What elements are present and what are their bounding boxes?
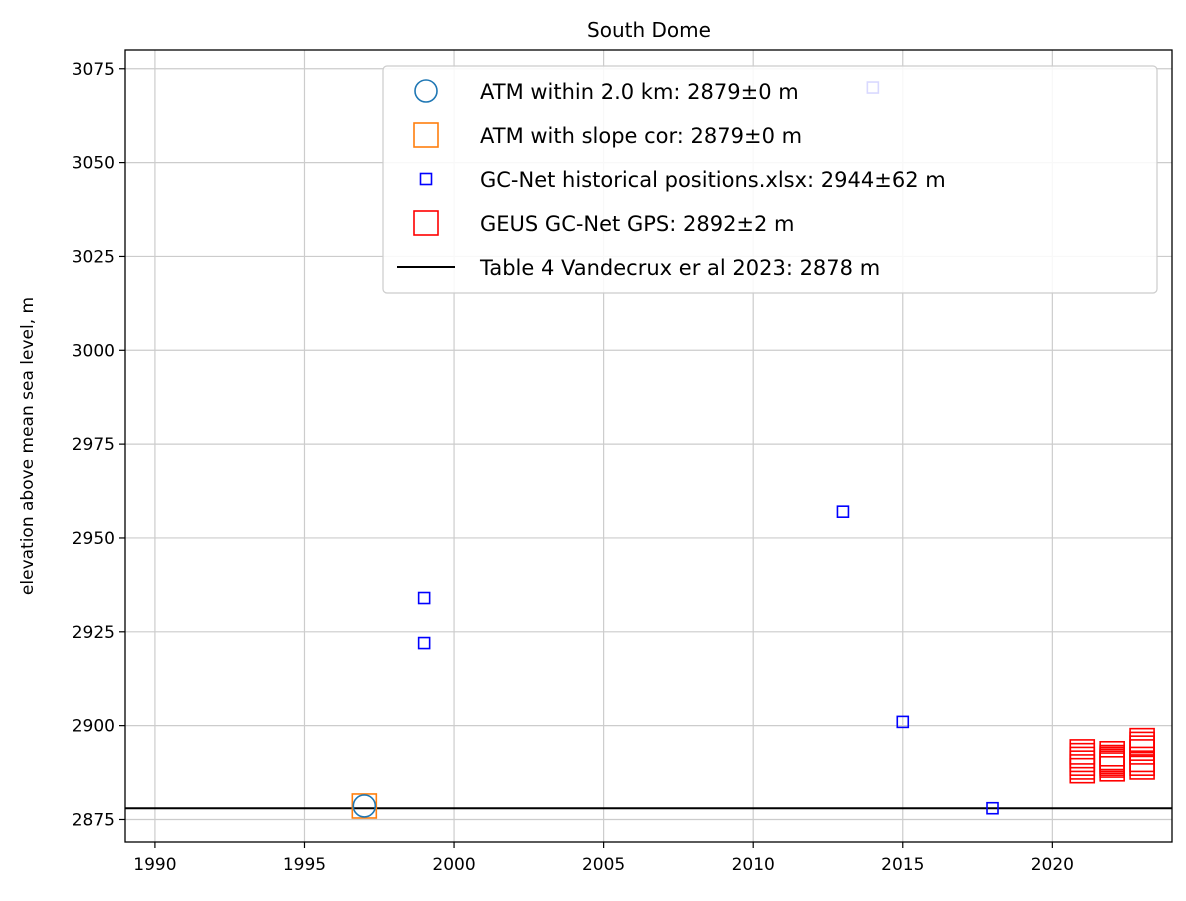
data-point (986, 801, 999, 815)
y-tick-label: 2925 (72, 623, 115, 643)
x-tick-label: 2010 (732, 855, 775, 875)
legend-marker (414, 79, 438, 103)
legend-label: Table 4 Vandecrux er al 2023: 2878 m (479, 256, 880, 280)
plot-area (125, 81, 1172, 819)
legend-label: ATM with slope cor: 2879±0 m (480, 124, 802, 148)
data-point (351, 793, 378, 819)
legend-marker (413, 210, 439, 236)
x-tick-label: 2005 (582, 855, 625, 875)
y-tick-label: 3075 (72, 60, 115, 80)
chart-title: South Dome (587, 18, 711, 42)
x-tick-label: 1990 (133, 855, 176, 875)
legend-marker (413, 122, 439, 148)
y-tick-label: 3050 (72, 154, 115, 174)
x-tick-label: 2000 (432, 855, 475, 875)
x-tick-label: 2015 (881, 855, 924, 875)
legend-box (382, 65, 1158, 294)
data-point (417, 636, 431, 650)
y-tick-label: 2900 (72, 717, 115, 737)
legend-label: GC-Net historical positions.xlsx: 2944±6… (480, 168, 946, 192)
y-tick-label: 2875 (72, 810, 115, 830)
legend-label: ATM within 2.0 km: 2879±0 m (480, 80, 799, 104)
data-marks (351, 81, 1155, 819)
y-axis-label: elevation above mean sea level, m (18, 297, 38, 595)
x-tick-label: 2020 (1031, 855, 1074, 875)
y-tick-label: 3025 (72, 247, 115, 267)
legend-label: GEUS GC-Net GPS: 2892±2 m (480, 212, 795, 236)
data-point (1069, 739, 1096, 765)
legend-marker (419, 172, 433, 186)
data-point (352, 794, 377, 818)
plot-frame (124, 49, 1173, 843)
y-tick-label: 3000 (72, 341, 115, 361)
data-point (1129, 727, 1155, 754)
data-point (836, 505, 850, 518)
data-point (1099, 740, 1125, 767)
data-point (896, 715, 910, 729)
legend: ATM within 2.0 km: 2879±0 m ATM with slop… (382, 65, 1158, 294)
y-tick-label: 2975 (72, 435, 115, 455)
x-tick-label: 1995 (283, 855, 326, 875)
axis-ticks: 1990 1995 2000 2005 2010 2015 2020 2875 2900 2925… (72, 60, 1074, 875)
y-tick-label: 2950 (72, 529, 115, 549)
data-point (417, 591, 431, 605)
